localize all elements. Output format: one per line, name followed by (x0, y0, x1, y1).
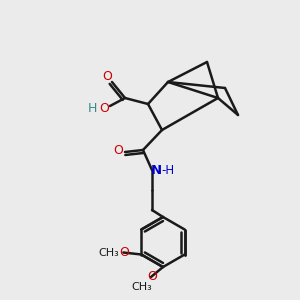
Text: CH₃: CH₃ (132, 282, 152, 292)
Text: O: O (119, 246, 129, 259)
Text: O: O (99, 101, 109, 115)
Text: O: O (147, 271, 157, 284)
Text: H: H (87, 101, 97, 115)
Text: CH₃: CH₃ (98, 248, 119, 257)
Text: -H: -H (161, 164, 175, 178)
Text: O: O (102, 70, 112, 83)
Text: O: O (113, 145, 123, 158)
Text: N: N (150, 164, 162, 178)
